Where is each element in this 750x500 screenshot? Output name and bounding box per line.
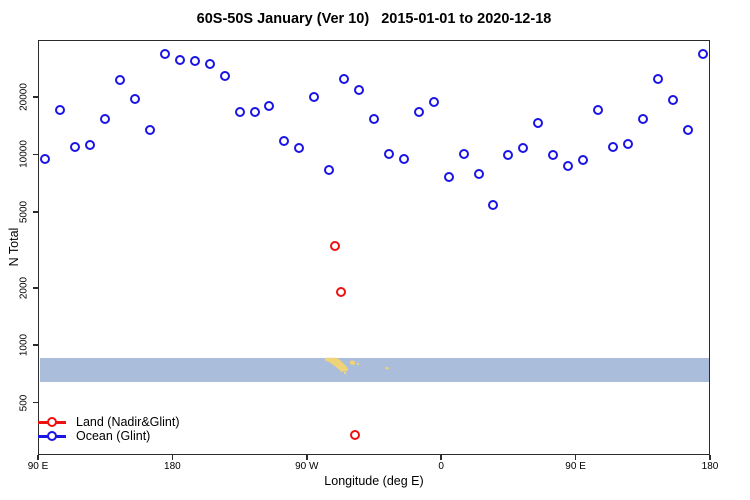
ocean-point	[354, 84, 365, 95]
ocean-point	[130, 94, 141, 105]
ocean-point	[593, 105, 603, 116]
legend-label-ocean: Ocean (Glint)	[76, 429, 151, 443]
ocean-point	[279, 136, 290, 147]
chart-title: 60S-50S January (Ver 10) 2015-01-01 to 2…	[196, 11, 552, 27]
x-tick-label: 180	[701, 460, 719, 472]
ocean-point	[55, 105, 66, 116]
latitude-map-band	[39, 357, 709, 383]
ocean-point	[458, 149, 469, 160]
ocean-point	[503, 150, 514, 161]
y-tick-mark	[33, 153, 38, 156]
x-tick-mark	[37, 454, 39, 460]
ocean-point	[339, 73, 350, 84]
y-tick-mark	[33, 344, 38, 346]
ocean-point	[383, 148, 394, 159]
x-tick-label: 90 E	[27, 460, 49, 472]
land-point	[330, 241, 341, 252]
land-legend-marker-icon	[47, 417, 57, 427]
x-tick-mark	[440, 454, 442, 460]
ocean-point	[234, 107, 245, 118]
ocean-point	[100, 114, 111, 125]
y-tick-label: 500	[18, 394, 30, 411]
y-tick-label: 2000	[18, 276, 30, 299]
ocean-point	[563, 160, 574, 171]
ocean-point	[294, 143, 305, 154]
ocean-point	[369, 114, 379, 125]
x-tick-label: 180	[164, 460, 181, 472]
ocean-point	[428, 96, 439, 107]
y-tick-mark	[33, 287, 38, 289]
x-tick-mark	[171, 454, 174, 460]
ocean-point	[398, 153, 409, 164]
ocean-point	[518, 143, 529, 154]
y-tick-label: 1000	[18, 334, 30, 357]
ocean-point	[488, 200, 499, 211]
x-tick-mark	[709, 454, 711, 460]
ocean-point	[533, 118, 544, 129]
ocean-point	[443, 172, 454, 183]
ocean-point	[70, 141, 81, 152]
ocean-point	[682, 125, 693, 136]
ocean-point	[413, 107, 424, 118]
ocean-point	[159, 49, 170, 60]
ocean-point	[697, 49, 708, 60]
y-tick-mark	[33, 96, 38, 98]
x-tick-label: 90 E	[565, 460, 586, 472]
ocean-point	[249, 107, 260, 118]
ocean-point	[309, 92, 320, 103]
ocean-point	[204, 58, 215, 69]
plot-area	[38, 40, 710, 455]
x-tick-mark	[306, 454, 308, 460]
ocean-point	[578, 154, 589, 165]
ocean-point	[637, 114, 648, 125]
ocean-point	[652, 73, 663, 84]
y-tick-label: 5000	[18, 200, 30, 223]
ocean-point	[667, 94, 678, 105]
ocean-point	[145, 125, 155, 136]
x-axis-title: Longitude (deg E)	[324, 474, 424, 488]
y-tick-label: 10000	[18, 140, 30, 169]
ocean-point	[174, 55, 185, 66]
ocean-point	[115, 75, 126, 86]
ocean-point	[548, 150, 559, 161]
legend-label-land: Land (Nadir&Glint)	[76, 415, 180, 429]
ocean-point	[607, 141, 618, 152]
x-tick-label: 0	[438, 460, 444, 472]
ocean-legend-marker-icon	[47, 431, 57, 441]
land-point	[336, 287, 347, 297]
y-tick-mark	[33, 211, 38, 213]
land-point	[349, 429, 360, 440]
x-tick-mark	[574, 454, 577, 460]
ocean-point	[85, 140, 96, 150]
ocean-point	[40, 153, 51, 164]
ocean-point	[189, 56, 200, 67]
y-tick-label: 20000	[18, 83, 30, 111]
ocean-point	[473, 168, 484, 179]
x-tick-label: 90 W	[295, 460, 319, 472]
ocean-point	[219, 70, 230, 81]
ocean-point	[622, 139, 633, 150]
y-tick-mark	[33, 401, 38, 404]
ocean-point	[264, 101, 275, 112]
ocean-point	[324, 164, 335, 175]
